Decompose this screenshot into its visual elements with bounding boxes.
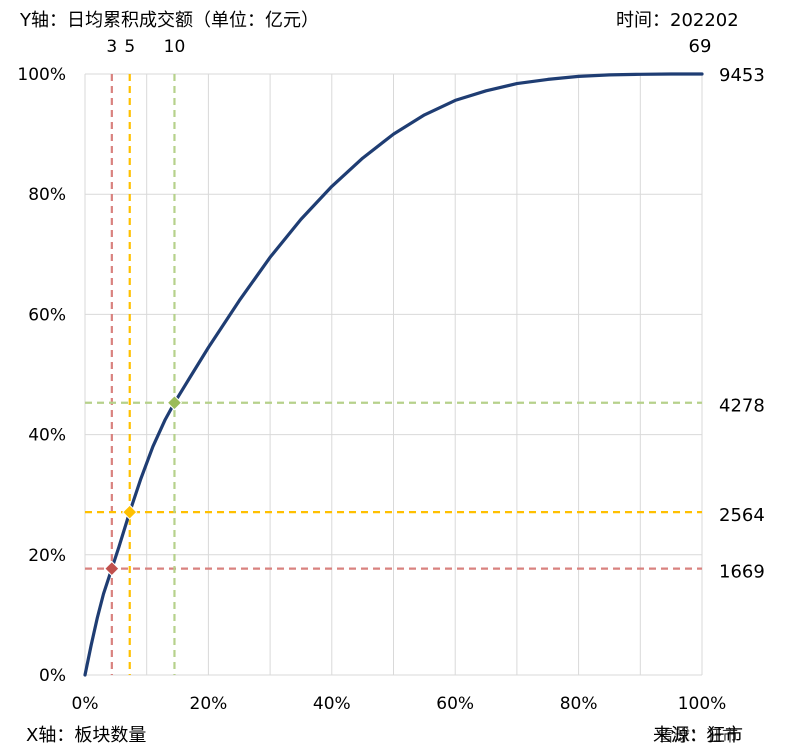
marker-right-value-1: 2564: [719, 505, 765, 526]
marker-diamond-0: [104, 560, 120, 577]
x-tick-label: 80%: [560, 694, 598, 714]
source-label: 来源：狂市: [653, 725, 743, 746]
marker-top-label-2: 10: [164, 37, 186, 57]
y-tick-label: 20%: [28, 546, 66, 566]
end-value-label: 9453: [719, 65, 765, 86]
tick-labels: 0% 20% 40% 60% 80% 100% 0% 20% 40% 60% 80% 100%: [17, 65, 726, 714]
y-tick-label: 0%: [39, 666, 66, 686]
x-tick-label: 20%: [190, 694, 228, 714]
x-tick-label: 100%: [678, 694, 727, 714]
cumulative-curve: [83, 72, 704, 677]
marker-top-label-1: 5: [124, 37, 135, 57]
watermark-text: 雪球：狂市: [658, 726, 738, 745]
y-tick-label: 40%: [28, 426, 66, 446]
x-axis-title: X轴：板块数量: [26, 725, 146, 746]
x-tick-label: 60%: [436, 694, 474, 714]
grid-lines: [84, 73, 703, 676]
marker-diamond-1: [122, 504, 138, 520]
time-label: 时间：202202: [616, 10, 739, 31]
time-sub-label: 69: [689, 36, 712, 57]
y-tick-label: 60%: [28, 305, 66, 325]
y-tick-label: 80%: [28, 185, 66, 205]
data-labels: 3 1669 5 2564 10 4278 9453: [106, 37, 764, 583]
x-tick-label: 40%: [313, 694, 351, 714]
reference-lines: [85, 74, 702, 675]
markers: [104, 395, 183, 577]
marker-top-label-0: 3: [106, 37, 117, 57]
y-tick-label: 100%: [17, 65, 66, 85]
marker-right-value-2: 4278: [719, 396, 765, 417]
marker-diamond-2: [166, 395, 183, 411]
x-tick-label: 0%: [72, 694, 99, 714]
marker-right-value-0: 1669: [719, 562, 765, 583]
y-axis-title: Y轴：日均累积成交额（单位：亿元）: [19, 10, 319, 31]
